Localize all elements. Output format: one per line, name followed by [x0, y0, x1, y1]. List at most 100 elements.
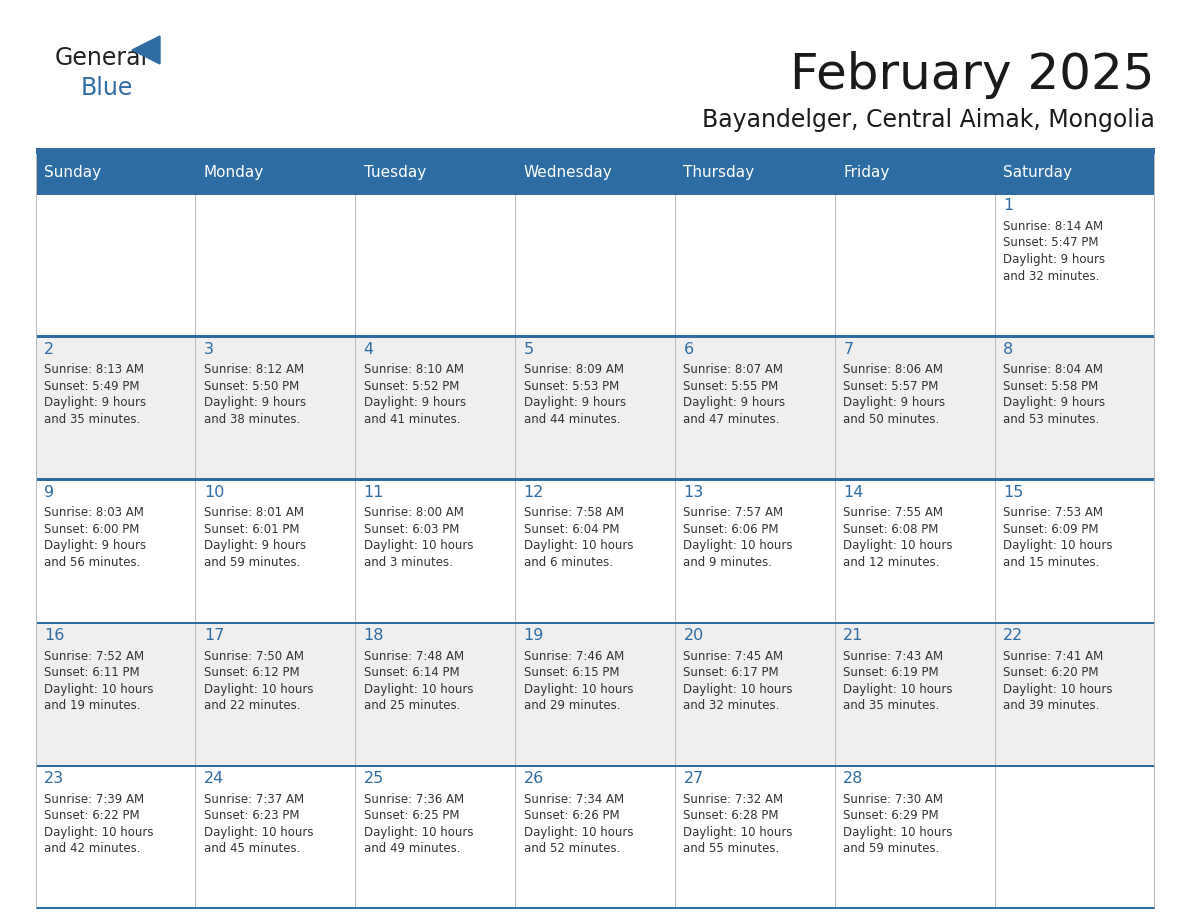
Bar — [516, 765, 676, 908]
Text: Daylight: 9 hours: Daylight: 9 hours — [1003, 397, 1105, 409]
Text: Daylight: 10 hours: Daylight: 10 hours — [683, 826, 792, 839]
Text: and 3 minutes.: and 3 minutes. — [364, 556, 453, 569]
Text: Sunrise: 7:39 AM: Sunrise: 7:39 AM — [44, 793, 144, 806]
Text: Daylight: 9 hours: Daylight: 9 hours — [683, 397, 785, 409]
Text: Sunrise: 8:09 AM: Sunrise: 8:09 AM — [524, 364, 624, 376]
Text: Daylight: 9 hours: Daylight: 9 hours — [364, 397, 466, 409]
Text: Daylight: 10 hours: Daylight: 10 hours — [364, 826, 473, 839]
Text: 10: 10 — [204, 485, 225, 500]
Text: and 35 minutes.: and 35 minutes. — [843, 700, 940, 712]
Text: Sunset: 6:17 PM: Sunset: 6:17 PM — [683, 666, 779, 679]
Bar — [36, 192, 196, 335]
Bar — [36, 148, 1155, 154]
Text: and 19 minutes.: and 19 minutes. — [44, 700, 140, 712]
Bar — [196, 154, 355, 192]
Text: Wednesday: Wednesday — [524, 165, 612, 181]
Text: Sunrise: 8:14 AM: Sunrise: 8:14 AM — [1003, 220, 1104, 233]
Text: Sunset: 5:50 PM: Sunset: 5:50 PM — [204, 380, 299, 393]
Text: Saturday: Saturday — [1003, 165, 1072, 181]
Text: Sunset: 6:08 PM: Sunset: 6:08 PM — [843, 523, 939, 536]
Text: Sunset: 6:15 PM: Sunset: 6:15 PM — [524, 666, 619, 679]
Text: Sunset: 6:14 PM: Sunset: 6:14 PM — [364, 666, 460, 679]
Text: Daylight: 10 hours: Daylight: 10 hours — [204, 683, 314, 696]
Text: and 25 minutes.: and 25 minutes. — [364, 700, 460, 712]
Text: Daylight: 10 hours: Daylight: 10 hours — [683, 540, 792, 553]
Text: Daylight: 10 hours: Daylight: 10 hours — [364, 683, 473, 696]
Text: Sunrise: 7:48 AM: Sunrise: 7:48 AM — [364, 650, 463, 663]
Bar — [676, 154, 835, 192]
Text: 16: 16 — [44, 628, 64, 644]
Bar — [355, 765, 516, 908]
Text: and 22 minutes.: and 22 minutes. — [204, 700, 301, 712]
Text: Sunset: 6:26 PM: Sunset: 6:26 PM — [524, 810, 619, 823]
Bar — [36, 478, 1155, 481]
Text: Daylight: 10 hours: Daylight: 10 hours — [1003, 540, 1113, 553]
Text: Sunset: 6:04 PM: Sunset: 6:04 PM — [524, 523, 619, 536]
Text: Tuesday: Tuesday — [364, 165, 426, 181]
Text: and 12 minutes.: and 12 minutes. — [843, 556, 940, 569]
Bar — [36, 335, 196, 478]
Bar — [36, 335, 1155, 338]
Text: Daylight: 10 hours: Daylight: 10 hours — [44, 826, 153, 839]
Bar — [355, 192, 516, 335]
Text: Sunrise: 7:37 AM: Sunrise: 7:37 AM — [204, 793, 304, 806]
Text: and 41 minutes.: and 41 minutes. — [364, 413, 460, 426]
Text: Sunset: 6:12 PM: Sunset: 6:12 PM — [204, 666, 299, 679]
Text: and 53 minutes.: and 53 minutes. — [1003, 413, 1099, 426]
Text: and 49 minutes.: and 49 minutes. — [364, 843, 460, 856]
Text: Sunset: 5:57 PM: Sunset: 5:57 PM — [843, 380, 939, 393]
Text: Blue: Blue — [81, 76, 133, 100]
Text: and 59 minutes.: and 59 minutes. — [843, 843, 940, 856]
Text: and 29 minutes.: and 29 minutes. — [524, 700, 620, 712]
Text: Sunset: 6:29 PM: Sunset: 6:29 PM — [843, 810, 939, 823]
Text: 22: 22 — [1003, 628, 1023, 644]
Text: Sunrise: 7:53 AM: Sunrise: 7:53 AM — [1003, 507, 1104, 520]
Bar — [516, 335, 676, 478]
Text: Daylight: 10 hours: Daylight: 10 hours — [843, 540, 953, 553]
Text: 20: 20 — [683, 628, 703, 644]
Polygon shape — [132, 36, 160, 64]
Bar — [835, 335, 996, 478]
Text: Sunset: 5:47 PM: Sunset: 5:47 PM — [1003, 237, 1099, 250]
Bar — [676, 335, 835, 478]
Bar — [676, 621, 835, 765]
Text: 2: 2 — [44, 341, 55, 357]
Text: 26: 26 — [524, 771, 544, 787]
Text: 23: 23 — [44, 771, 64, 787]
Bar — [36, 765, 196, 908]
Text: 18: 18 — [364, 628, 384, 644]
Text: Sunrise: 7:46 AM: Sunrise: 7:46 AM — [524, 650, 624, 663]
Text: Daylight: 10 hours: Daylight: 10 hours — [44, 683, 153, 696]
Bar — [996, 621, 1155, 765]
Text: Daylight: 9 hours: Daylight: 9 hours — [524, 397, 626, 409]
Bar — [835, 765, 996, 908]
Text: Sunday: Sunday — [44, 165, 101, 181]
Text: Daylight: 10 hours: Daylight: 10 hours — [683, 683, 792, 696]
Bar — [676, 192, 835, 335]
Text: 3: 3 — [204, 341, 214, 357]
Bar — [196, 192, 355, 335]
Text: 21: 21 — [843, 628, 864, 644]
Text: and 42 minutes.: and 42 minutes. — [44, 843, 140, 856]
Bar — [996, 154, 1155, 192]
Text: Sunrise: 7:32 AM: Sunrise: 7:32 AM — [683, 793, 784, 806]
Text: 14: 14 — [843, 485, 864, 500]
Text: and 15 minutes.: and 15 minutes. — [1003, 556, 1100, 569]
Text: Sunset: 5:53 PM: Sunset: 5:53 PM — [524, 380, 619, 393]
Text: Daylight: 9 hours: Daylight: 9 hours — [44, 397, 146, 409]
Text: 7: 7 — [843, 341, 853, 357]
Text: Sunset: 6:06 PM: Sunset: 6:06 PM — [683, 523, 779, 536]
Text: 8: 8 — [1003, 341, 1013, 357]
Text: Sunrise: 8:07 AM: Sunrise: 8:07 AM — [683, 364, 783, 376]
Text: February 2025: February 2025 — [790, 51, 1155, 99]
Text: Sunrise: 8:13 AM: Sunrise: 8:13 AM — [44, 364, 144, 376]
Text: Sunrise: 7:55 AM: Sunrise: 7:55 AM — [843, 507, 943, 520]
Text: Sunrise: 7:57 AM: Sunrise: 7:57 AM — [683, 507, 784, 520]
Text: 6: 6 — [683, 341, 694, 357]
Text: Sunset: 6:19 PM: Sunset: 6:19 PM — [843, 666, 939, 679]
Text: Sunrise: 7:52 AM: Sunrise: 7:52 AM — [44, 650, 144, 663]
Bar — [996, 478, 1155, 621]
Text: and 38 minutes.: and 38 minutes. — [204, 413, 301, 426]
Text: Sunrise: 7:45 AM: Sunrise: 7:45 AM — [683, 650, 784, 663]
Text: Sunset: 5:52 PM: Sunset: 5:52 PM — [364, 380, 459, 393]
